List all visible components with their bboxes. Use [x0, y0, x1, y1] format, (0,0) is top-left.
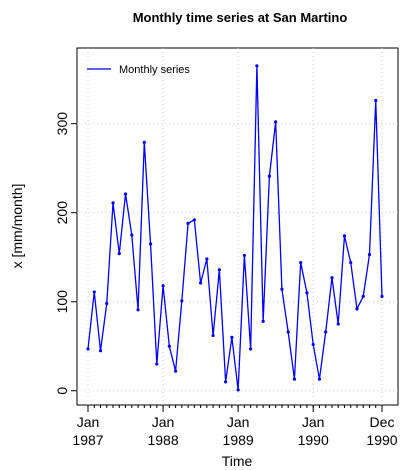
x-tick-label-line: Jan [227, 414, 250, 430]
x-tick-label-line: 1990 [298, 432, 329, 448]
data-point [324, 330, 328, 334]
plot-frame [76, 47, 399, 406]
x-tick-label-line: Jan [77, 414, 100, 430]
data-point [355, 307, 359, 311]
data-point [198, 281, 203, 285]
data-point [117, 252, 121, 256]
x-axis-label: Time [222, 453, 253, 469]
data-point [173, 369, 178, 373]
data-point [349, 260, 353, 265]
data-point [180, 299, 184, 303]
x-tick-label-line: Jan [302, 414, 325, 430]
data-point [292, 377, 297, 381]
data-point [86, 347, 90, 351]
data-point [161, 284, 165, 288]
data-point [380, 294, 384, 298]
data-point [136, 308, 140, 312]
data-point [274, 120, 278, 124]
data-point [286, 330, 290, 334]
data-point [105, 301, 109, 306]
x-tick-label: Jan 1988 [147, 414, 178, 448]
data-point [155, 362, 159, 366]
data-point [242, 253, 246, 258]
data-point [211, 333, 215, 338]
data-point [361, 294, 365, 298]
chart-title: Monthly time series at San Martino [133, 10, 348, 25]
x-tick-label-line: 1989 [223, 432, 254, 448]
data-point [342, 234, 347, 238]
data-point [130, 233, 134, 237]
data-point [317, 377, 322, 381]
data-point [255, 64, 259, 68]
data-point [192, 218, 196, 222]
x-tick-label-line: Jan [152, 414, 175, 430]
data-point [111, 201, 115, 205]
data-point [261, 319, 265, 323]
data-point [330, 276, 334, 280]
series-line [87, 65, 383, 390]
data-point [230, 335, 234, 339]
x-tick-label: Dec 1990 [366, 414, 397, 448]
data-point [305, 291, 309, 295]
data-point [217, 268, 221, 272]
y-axis-label: x [mm/month] [9, 184, 25, 269]
data-point [205, 257, 209, 261]
data-point [123, 192, 128, 196]
data-point [92, 290, 96, 294]
y-tick-label: 300 [54, 112, 70, 136]
data-point [280, 287, 284, 291]
data-point [186, 221, 190, 225]
data-point [311, 342, 315, 347]
data-point [249, 347, 253, 351]
x-tick-label-line: Dec [370, 414, 395, 430]
x-tick-label: Jan 1989 [223, 414, 254, 448]
y-tick-label: 0 [54, 387, 70, 395]
data-point [224, 380, 228, 384]
x-tick-label-line: 1988 [147, 432, 178, 448]
data-point [236, 388, 240, 392]
data-point [299, 260, 303, 265]
x-tick-label-line: 1990 [366, 432, 397, 448]
x-tick-label-line: 1987 [72, 432, 103, 448]
legend-label: Monthly series [119, 64, 190, 76]
y-tick-label: 200 [54, 201, 70, 225]
data-point [336, 322, 340, 326]
data-point [142, 140, 146, 144]
x-tick-label: Jan 1990 [298, 414, 329, 448]
x-tick-label: Jan 1987 [72, 414, 103, 448]
data-point [374, 98, 378, 103]
data-point [148, 242, 153, 246]
data-point [367, 252, 372, 257]
y-tick-label: 100 [54, 290, 70, 314]
data-point [167, 344, 171, 348]
data-point [98, 349, 103, 353]
data-point [267, 174, 272, 178]
